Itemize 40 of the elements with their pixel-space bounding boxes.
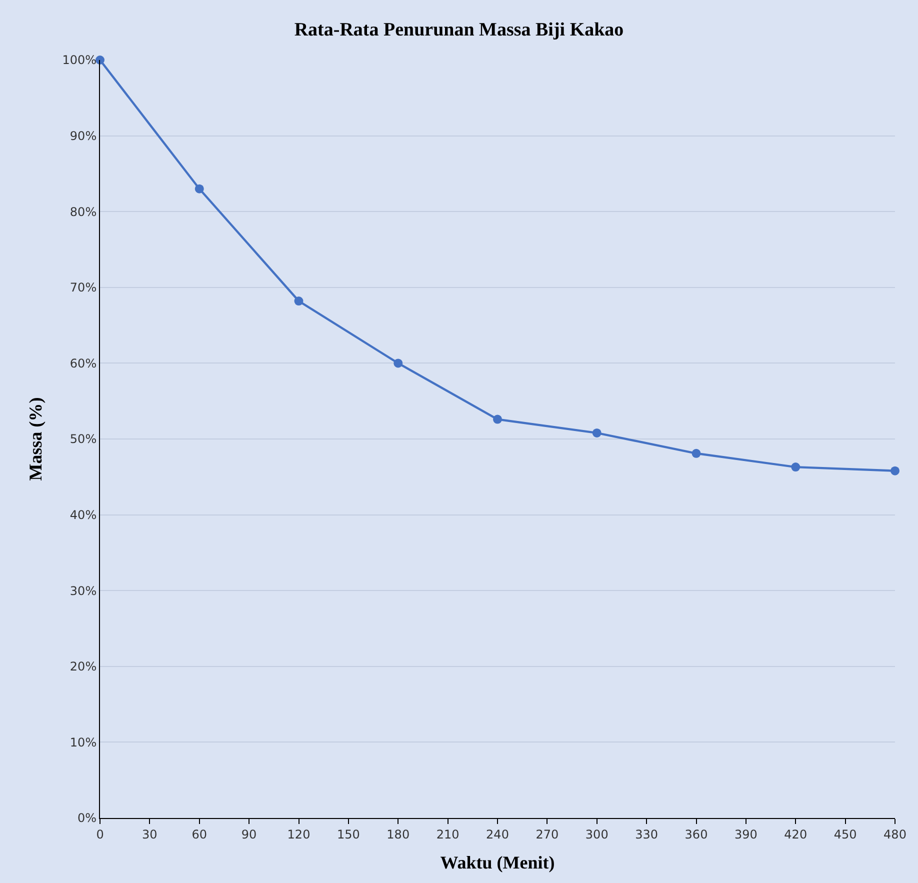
y-axis-title: Massa (%) <box>25 397 46 481</box>
x-tick-label: 480 <box>884 827 906 842</box>
x-tick-label: 330 <box>635 827 658 842</box>
y-tick-label: 10% <box>70 735 97 750</box>
point <box>294 296 304 306</box>
x-tick-label: 150 <box>336 827 360 842</box>
x-tick-label: 450 <box>834 827 857 842</box>
x-tick-label: 30 <box>142 827 158 842</box>
x-axis-title: Waktu (Menit) <box>440 852 555 872</box>
point <box>890 466 900 476</box>
point <box>692 448 701 458</box>
y-tick-label: 70% <box>70 280 97 295</box>
x-tick-label: 180 <box>386 827 410 842</box>
point <box>394 358 403 368</box>
y-tick-label: 60% <box>70 356 97 370</box>
point <box>592 428 602 438</box>
point <box>791 462 800 472</box>
point <box>493 414 502 424</box>
y-tick-label: 0% <box>78 811 97 826</box>
y-tick-label: 90% <box>70 129 97 143</box>
y-tick-label: 40% <box>70 508 97 522</box>
x-tick-label: 360 <box>684 827 708 842</box>
y-tick-label: 50% <box>70 432 97 446</box>
x-tick-label: 240 <box>486 827 509 842</box>
y-tick-label: 30% <box>70 584 97 598</box>
x-tick-label: 90 <box>241 827 257 842</box>
y-tick-label: 100% <box>62 53 97 68</box>
x-tick-label: 270 <box>536 827 559 842</box>
x-tick-label: 60 <box>192 827 208 842</box>
x-tick-label: 300 <box>585 827 608 842</box>
x-tick-label: 120 <box>287 827 310 842</box>
point <box>194 184 204 194</box>
x-tick-label: 210 <box>436 827 460 842</box>
x-tick-label: 390 <box>734 827 758 842</box>
y-tick-label: 80% <box>70 204 97 219</box>
chart-title: Rata-Rata Penurunan Massa Biji Kakao <box>294 19 624 40</box>
x-tick-label: 420 <box>784 827 808 842</box>
point <box>96 56 104 64</box>
x-tick-label: 0 <box>96 827 104 842</box>
y-tick-label: 20% <box>70 660 97 674</box>
